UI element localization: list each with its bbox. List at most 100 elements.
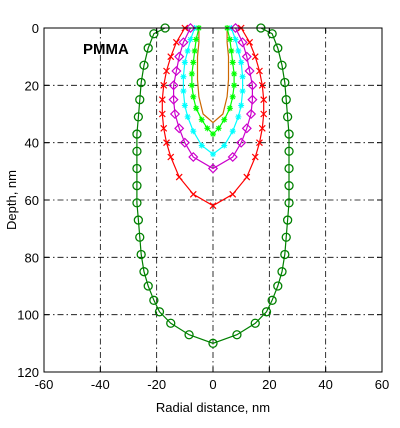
data-point: [193, 105, 200, 112]
data-point: [132, 181, 142, 191]
data-point: [207, 163, 219, 174]
data-point: [258, 81, 266, 89]
data-point: [284, 163, 294, 174]
data-point: [139, 60, 149, 70]
data-point: [136, 77, 146, 88]
data-point: [133, 215, 144, 225]
data-point: [284, 146, 294, 156]
data-point: [143, 281, 153, 291]
y-axis-label: Depth, nm: [4, 170, 19, 230]
data-point: [180, 73, 187, 80]
data-point: [167, 153, 175, 161]
data-point: [284, 181, 294, 191]
x-tick-label: 0: [209, 377, 216, 392]
data-point: [221, 116, 228, 123]
y-tick-label: 0: [32, 21, 39, 36]
x-tick-label: 40: [318, 377, 332, 392]
data-point: [158, 96, 166, 104]
data-point: [174, 51, 185, 62]
data-point: [184, 47, 191, 54]
data-point: [282, 215, 293, 225]
data-point: [237, 37, 248, 48]
data-point: [241, 51, 252, 62]
data-point: [221, 142, 228, 149]
data-point: [132, 146, 142, 156]
data-point: [191, 47, 198, 54]
data-point: [238, 59, 245, 66]
data-point: [229, 59, 236, 66]
x-axis-label: Radial distance, nm: [156, 400, 270, 415]
data-point: [168, 80, 179, 91]
y-tick-label: 40: [25, 136, 39, 151]
data-point: [187, 36, 194, 43]
data-point: [154, 307, 165, 317]
data-point: [261, 307, 272, 317]
data-point: [179, 137, 190, 148]
data-point: [184, 113, 191, 120]
data-point: [235, 113, 242, 120]
data-point: [231, 70, 238, 77]
data-point: [132, 198, 142, 208]
data-point: [243, 173, 251, 181]
data-point: [181, 59, 188, 66]
data-point: [136, 249, 146, 260]
series-5: [132, 23, 294, 348]
data-point: [247, 94, 258, 105]
data-point: [273, 281, 283, 291]
y-tick-label: 100: [17, 308, 39, 323]
data-point: [232, 36, 239, 43]
x-tick-label: 20: [262, 377, 276, 392]
data-point: [247, 80, 258, 91]
data-point: [236, 137, 247, 148]
data-point: [228, 47, 235, 54]
data-point: [281, 232, 291, 242]
data-point: [232, 330, 242, 340]
data-point: [168, 94, 179, 105]
series-4: [158, 24, 268, 210]
material-annotation: PMMA: [83, 41, 129, 58]
data-point: [188, 82, 195, 89]
data-point: [251, 153, 259, 161]
data-point: [133, 112, 144, 122]
x-tick-label: -40: [91, 377, 110, 392]
data-point: [210, 151, 216, 158]
data-point: [198, 116, 205, 123]
data-point: [230, 22, 241, 34]
data-point: [215, 125, 222, 132]
data-point: [256, 67, 263, 75]
data-point: [273, 43, 283, 53]
grid-lines: [44, 28, 382, 372]
data-point: [167, 53, 175, 61]
data-point: [260, 110, 268, 118]
data-point: [160, 124, 168, 132]
data-point: [189, 190, 197, 198]
data-point: [184, 330, 194, 340]
axis-ticks: -60 -40 -20 0 20 40 60 0 20 40 60 80 100 120: [17, 21, 389, 392]
series-layer: [132, 22, 294, 348]
data-point: [190, 128, 197, 135]
data-point: [190, 93, 197, 100]
series-line: [173, 27, 253, 170]
series-line: [136, 27, 290, 344]
data-point: [190, 59, 197, 66]
data-point: [132, 129, 142, 139]
data-point: [193, 36, 200, 43]
data-point: [169, 108, 181, 120]
data-point: [143, 43, 153, 53]
data-point: [277, 267, 287, 277]
data-point: [229, 190, 237, 198]
data-point: [132, 163, 142, 174]
data-point: [149, 29, 159, 39]
data-point: [284, 198, 294, 208]
data-point: [172, 38, 180, 46]
series-1: [180, 25, 246, 158]
y-tick-label: 80: [25, 250, 39, 265]
data-point: [280, 77, 290, 88]
data-point: [244, 65, 255, 77]
data-point: [174, 123, 185, 134]
data-point: [149, 295, 159, 305]
data-point: [229, 93, 236, 100]
data-point: [135, 232, 145, 242]
data-point: [251, 53, 259, 61]
